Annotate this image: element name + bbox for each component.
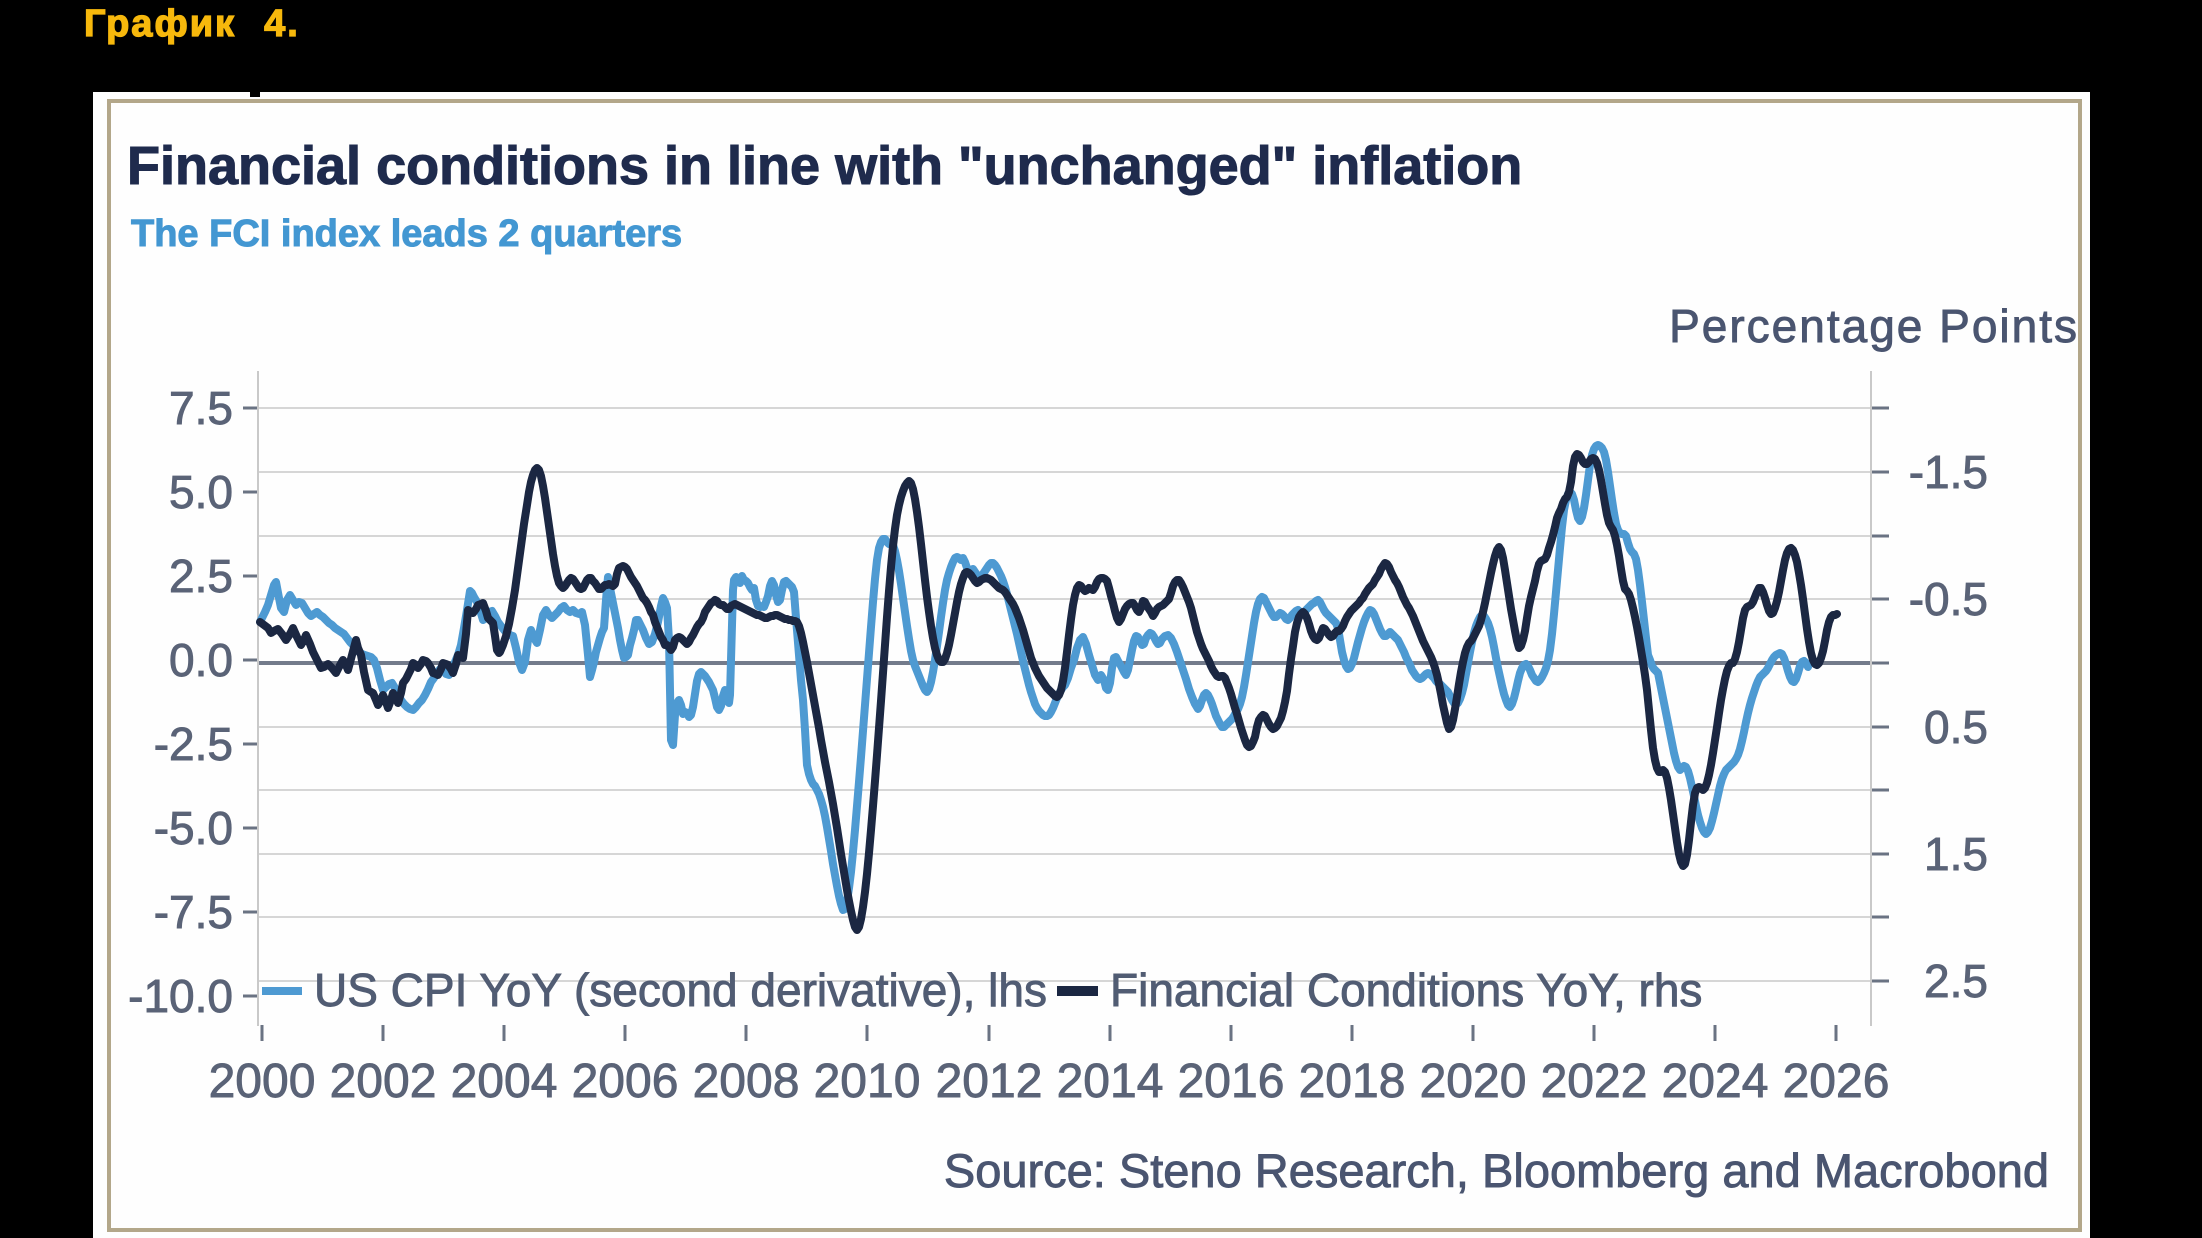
svg-text:2026: 2026 (1783, 1055, 1890, 1108)
svg-text:7.5: 7.5 (169, 382, 233, 434)
svg-text:-7.5: -7.5 (154, 886, 233, 938)
svg-text:2008: 2008 (693, 1055, 800, 1108)
svg-text:-1.5: -1.5 (1909, 446, 1988, 498)
svg-text:0.0: 0.0 (169, 634, 233, 686)
svg-text:Percentage Points: Percentage Points (1669, 300, 2079, 352)
svg-text:Financial Conditions YoY, rhs: Financial Conditions YoY, rhs (1110, 964, 1702, 1016)
svg-text:2012: 2012 (936, 1055, 1043, 1108)
svg-text:2014: 2014 (1057, 1055, 1164, 1108)
svg-text:2018: 2018 (1299, 1055, 1406, 1108)
svg-text:-10.0: -10.0 (128, 970, 233, 1022)
svg-text:2016: 2016 (1178, 1055, 1285, 1108)
svg-text:Financial conditions in line w: Financial conditions in line with "uncha… (127, 136, 1522, 196)
svg-text:1.5: 1.5 (1924, 828, 1988, 880)
svg-text:2004: 2004 (451, 1055, 558, 1108)
svg-text:2002: 2002 (330, 1055, 437, 1108)
svg-text:2010: 2010 (814, 1055, 921, 1108)
svg-text:2022: 2022 (1541, 1055, 1648, 1108)
svg-text:-0.5: -0.5 (1909, 573, 1988, 625)
svg-text:2.5: 2.5 (1924, 955, 1988, 1007)
svg-text:2000: 2000 (209, 1055, 316, 1108)
svg-text:The FCI index leads 2 quarters: The FCI index leads 2 quarters (131, 213, 682, 255)
svg-text:2020: 2020 (1420, 1055, 1527, 1108)
svg-text:5.0: 5.0 (169, 466, 233, 518)
svg-text:2024: 2024 (1662, 1055, 1769, 1108)
svg-text:-5.0: -5.0 (154, 802, 233, 854)
svg-text:Source: Steno Research, Bloomb: Source: Steno Research, Bloomberg and Ma… (944, 1144, 2049, 1197)
svg-text:0.5: 0.5 (1924, 701, 1988, 753)
svg-text:2006: 2006 (572, 1055, 679, 1108)
svg-text:US CPI YoY (second derivative): US CPI YoY (second derivative), lhs (314, 964, 1047, 1016)
svg-text:2.5: 2.5 (169, 550, 233, 602)
svg-text:-2.5: -2.5 (154, 718, 233, 770)
